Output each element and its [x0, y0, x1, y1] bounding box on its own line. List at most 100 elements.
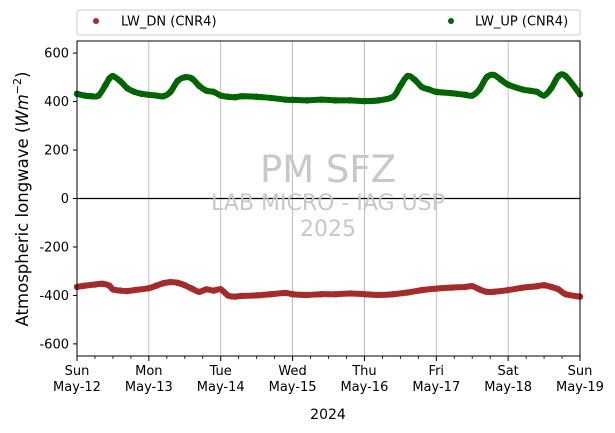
- data-point: [519, 86, 526, 93]
- x-axis-label: 2024: [310, 407, 346, 423]
- data-point: [160, 280, 167, 287]
- y-tick-label: 0: [61, 192, 69, 207]
- watermark-line-1: PM SFZ: [260, 148, 396, 191]
- data-point: [116, 77, 124, 85]
- data-point: [526, 283, 533, 291]
- data-point: [533, 88, 541, 96]
- data-point: [447, 284, 454, 291]
- data-point: [131, 286, 138, 294]
- data-point: [404, 72, 411, 80]
- watermark: PM SFZ LAB MICRO - IAG USP 2025: [211, 148, 445, 242]
- data-point: [289, 96, 296, 104]
- x-axis: SunMay-12MonMay-13TueMay-14WedMay-15ThuM…: [53, 356, 604, 395]
- legend-box: [76, 9, 581, 36]
- data-point: [124, 85, 131, 92]
- data-point: [174, 77, 181, 85]
- y-axis-label-unit: W: [13, 110, 32, 127]
- data-point: [210, 88, 217, 96]
- data-point: [231, 94, 239, 101]
- data-point: [433, 88, 440, 96]
- y-axis-label: Atmospheric longwave (Wm−2): [11, 72, 32, 327]
- data-point: [548, 283, 555, 291]
- data-point: [217, 92, 224, 99]
- data-point: [210, 287, 217, 294]
- data-point: [461, 91, 469, 98]
- data-point: [231, 293, 239, 300]
- x-tick-day: Mon: [135, 364, 162, 379]
- x-tick-day: Tue: [209, 364, 232, 379]
- series-layer: [73, 71, 584, 300]
- data-point: [152, 282, 160, 289]
- y-tick-label: 400: [44, 95, 69, 110]
- data-point: [562, 291, 569, 298]
- data-point: [174, 279, 181, 287]
- data-point: [109, 72, 117, 80]
- y-tick-label: -400: [39, 289, 69, 304]
- legend-marker-lw-dn: [93, 18, 99, 24]
- x-tick-date: May-14: [197, 380, 245, 395]
- data-point: [267, 94, 275, 102]
- data-point: [469, 92, 476, 99]
- data-point: [389, 291, 397, 298]
- data-point: [195, 82, 203, 90]
- data-point: [469, 283, 476, 290]
- data-point: [389, 93, 397, 100]
- data-point: [91, 281, 99, 288]
- y-tick-label: 600: [44, 47, 69, 62]
- data-point: [476, 86, 483, 93]
- data-point: [80, 92, 88, 99]
- data-point: [490, 288, 497, 295]
- data-point: [346, 290, 354, 297]
- data-point: [483, 74, 490, 81]
- legend-label-lw-dn: LW_DN (CNR4): [121, 15, 217, 30]
- data-point: [318, 96, 325, 103]
- data-point: [145, 284, 153, 292]
- data-point: [181, 74, 188, 81]
- data-point: [447, 89, 454, 97]
- data-point: [397, 82, 404, 90]
- data-point: [167, 88, 174, 96]
- data-point: [160, 93, 167, 100]
- data-point: [425, 86, 433, 93]
- data-point: [239, 93, 246, 100]
- y-tick-label: 200: [44, 144, 69, 159]
- data-point: [476, 286, 483, 293]
- data-point: [504, 286, 512, 294]
- data-point: [188, 285, 196, 292]
- x-tick-day: Fri: [429, 364, 445, 379]
- data-point: [217, 286, 224, 293]
- x-tick-date: May-12: [53, 380, 101, 395]
- data-point: [562, 72, 569, 80]
- data-point: [461, 283, 469, 291]
- x-tick-date: May-18: [484, 380, 532, 395]
- y-axis-label-prefix: Atmospheric longwave (: [13, 127, 32, 327]
- legend-label-lw-up: LW_UP (CNR4): [475, 15, 568, 30]
- data-point: [497, 76, 505, 83]
- data-point: [418, 286, 426, 294]
- series-line-1: [74, 71, 583, 105]
- data-point: [145, 91, 153, 98]
- legend: LW_DN (CNR4) LW_UP (CNR4): [76, 9, 581, 36]
- x-tick-day: Sat: [497, 364, 518, 379]
- y-axis-label-unit2: m: [13, 94, 32, 110]
- data-point: [433, 285, 440, 292]
- data-point: [267, 291, 275, 298]
- data-point: [102, 81, 109, 88]
- y-axis-label-sup: −2: [11, 78, 24, 94]
- y-tick-label: -600: [39, 337, 69, 352]
- data-point: [332, 97, 339, 104]
- data-point: [533, 283, 541, 290]
- data-point: [361, 97, 368, 105]
- series-line-0: [74, 279, 583, 300]
- data-point: [483, 288, 490, 295]
- data-point: [109, 286, 117, 293]
- x-tick-date: May-17: [412, 380, 460, 395]
- data-point: [98, 280, 106, 287]
- data-point: [332, 291, 339, 298]
- data-point: [555, 286, 562, 293]
- data-point: [548, 85, 555, 92]
- data-point: [138, 90, 145, 98]
- data-point: [80, 282, 88, 289]
- data-point: [224, 292, 232, 299]
